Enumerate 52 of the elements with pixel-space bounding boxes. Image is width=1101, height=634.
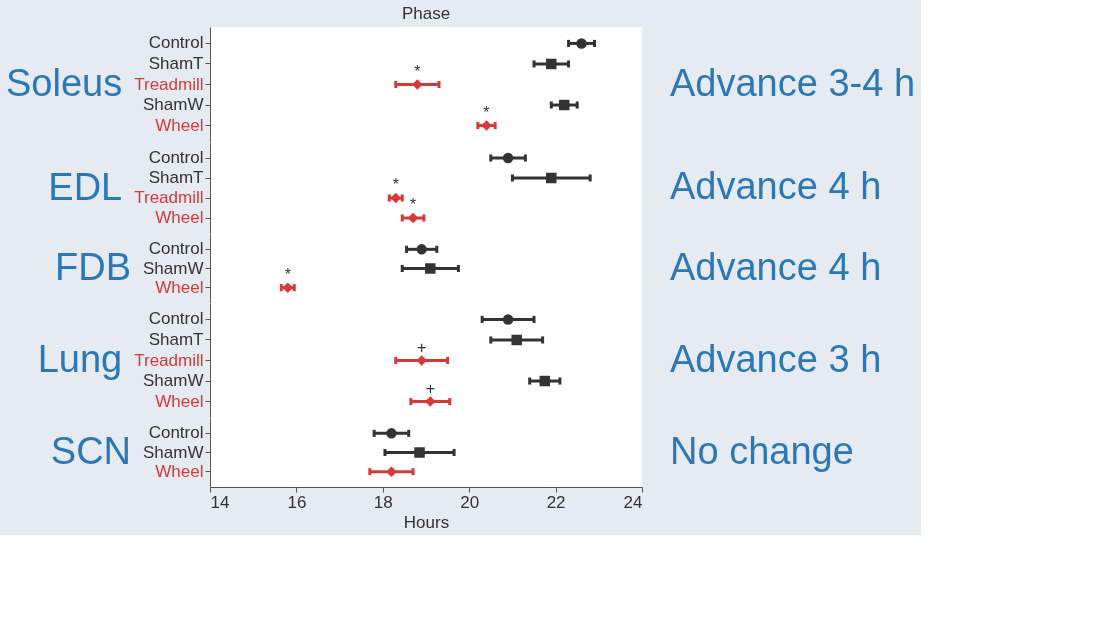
x-axis-title: Hours (403, 512, 450, 532)
y-tick-label: ShamT (148, 168, 204, 187)
point (559, 99, 570, 111)
y-tick-label: ShamT (148, 329, 204, 349)
y-tick-label: Wheel (155, 391, 204, 411)
annotation: * (483, 103, 490, 121)
y-axis-title: EDL (48, 165, 123, 208)
annotation: * (409, 196, 417, 213)
text: Advance 3 h (670, 337, 882, 380)
annotation: + (425, 379, 435, 397)
annotation: * (414, 62, 421, 80)
y-tick-label: Treadmill (134, 188, 204, 207)
y-tick-label: Wheel (155, 461, 204, 481)
point (546, 58, 557, 70)
y-tick-label: Wheel (155, 208, 204, 227)
y-tick-label: ShamW (143, 442, 204, 462)
annotation: * (284, 265, 291, 283)
x-tick-label: 20 (460, 492, 480, 512)
y-axis-title: Soleus (6, 62, 123, 104)
text: Advance 4 h (670, 165, 882, 207)
y-tick-label: Control (148, 309, 204, 329)
x-tick-label: 18 (373, 492, 393, 512)
text: Advance 4 h (670, 245, 882, 288)
y-tick-label: ShamW (143, 258, 204, 278)
chart-title: Phase (401, 4, 451, 23)
y-tick-label: Control (148, 239, 204, 259)
text: No change (670, 429, 854, 472)
y-axis-title: SCN (50, 430, 132, 472)
y-axis-title: Lung (37, 338, 123, 380)
y-tick-label: Wheel (155, 277, 204, 297)
text: Advance 3-4 h (670, 61, 916, 104)
point (511, 334, 522, 346)
point (539, 375, 551, 387)
annotation: * (392, 176, 399, 193)
point (481, 120, 492, 131)
y-tick-label: Control (148, 33, 204, 53)
y-tick-label: ShamW (143, 371, 204, 391)
annotation: + (417, 338, 427, 356)
y-tick-label: Control (148, 423, 204, 443)
x-tick-label: 16 (287, 492, 307, 512)
x-tick-label: 24 (623, 492, 643, 512)
y-tick-label: Treadmill (134, 74, 204, 94)
point (546, 172, 557, 184)
y-tick-label: Control (148, 148, 204, 167)
y-tick-label: ShamW (143, 95, 204, 115)
x-tick-label: 22 (546, 492, 566, 512)
y-tick-label: ShamT (148, 53, 204, 73)
y-axis-title: FDB (55, 246, 132, 288)
x-tick-label: 14 (210, 492, 230, 512)
y-tick-label: Treadmill (134, 350, 204, 370)
point (390, 192, 401, 204)
y-tick-label: Wheel (155, 115, 204, 135)
